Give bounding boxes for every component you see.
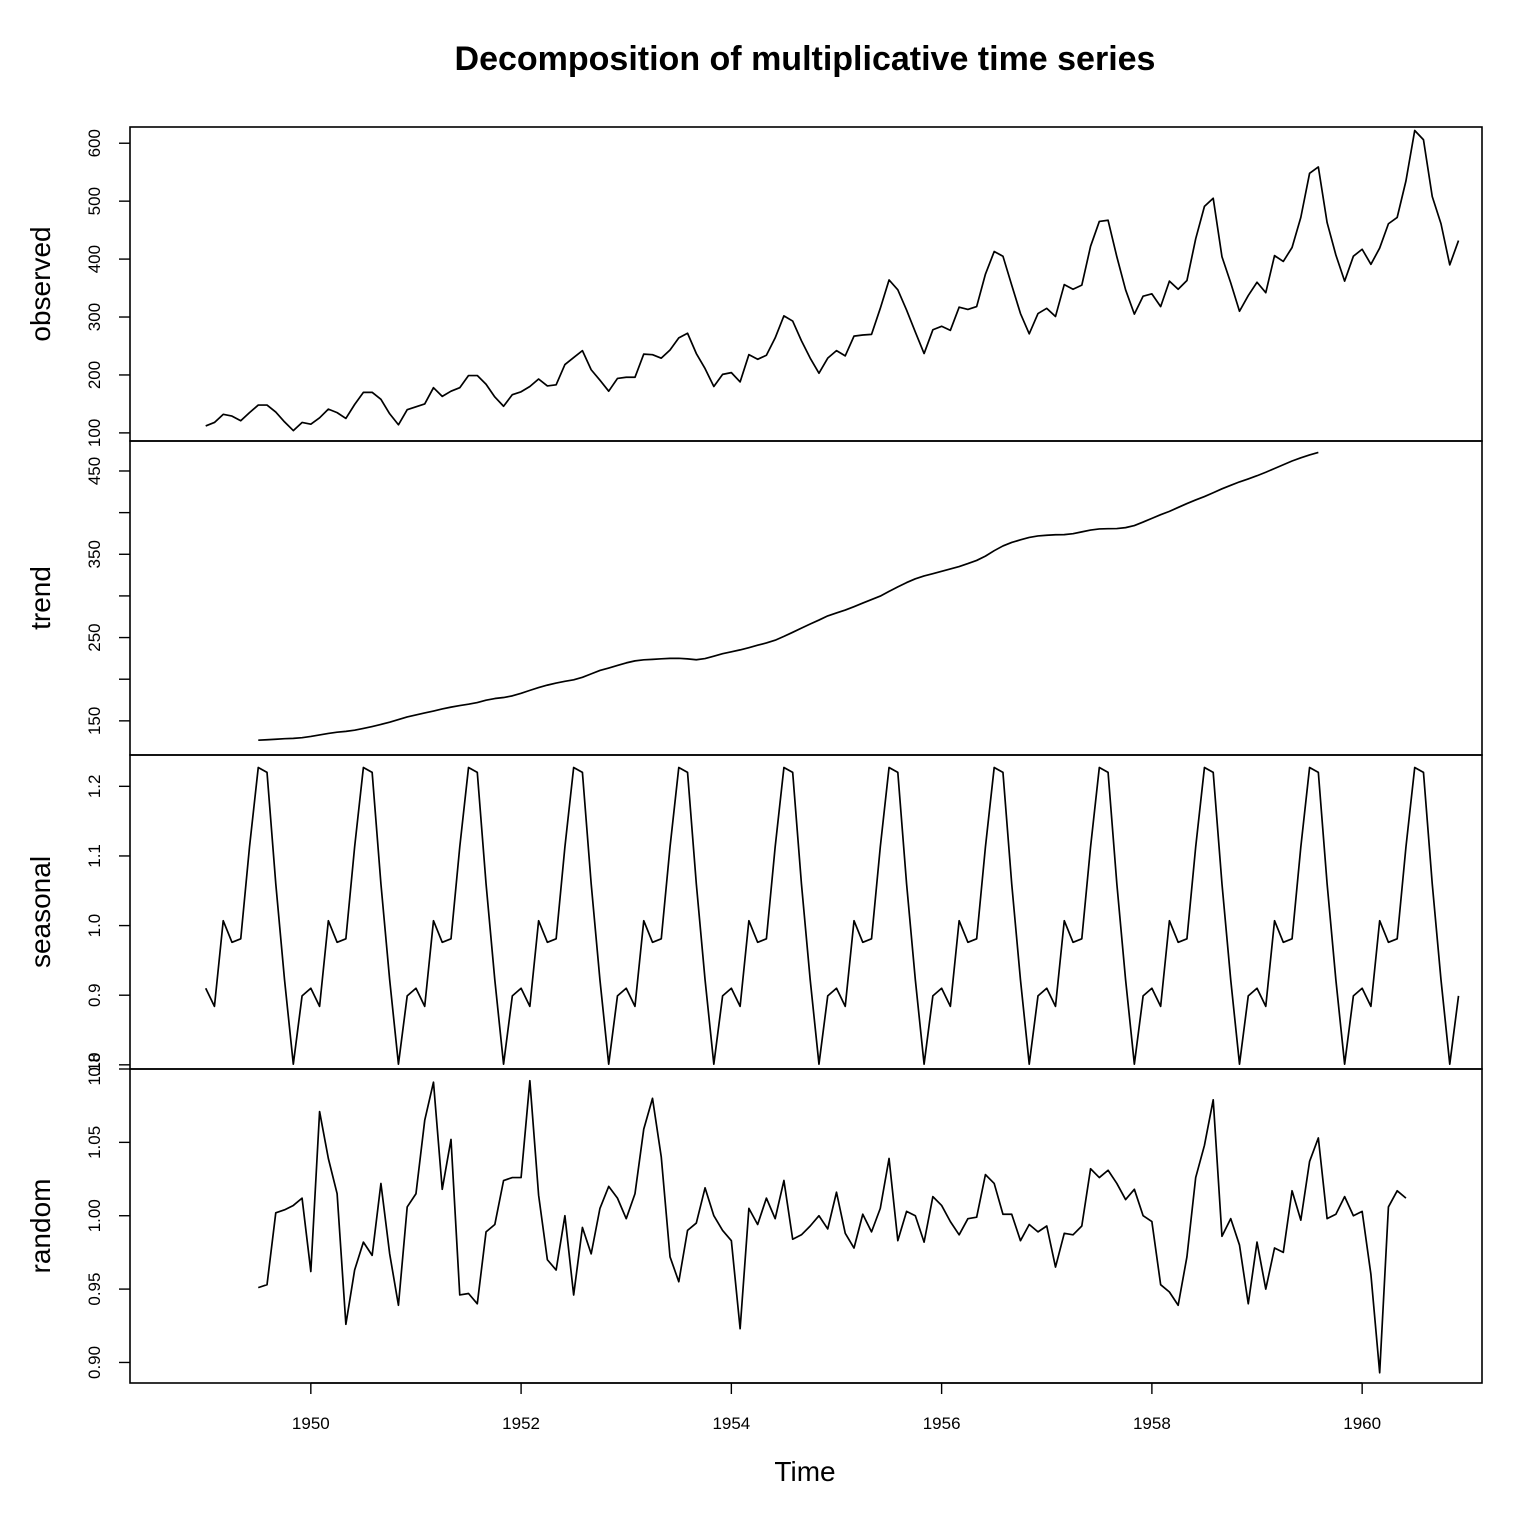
x-tick-label: 1958 [1133,1414,1171,1433]
y-axis-label: seasonal [25,856,56,968]
y-tick-label: 150 [85,707,104,735]
panel-frame [129,754,1483,1070]
chart-title: Decomposition of multiplicative time ser… [455,40,1156,78]
y-axis-label: trend [25,566,56,630]
y-tick-label: 1.10 [85,1052,104,1085]
panel-seasonal: seasonal 0.8 0.9 1.0 1.1 1.2 [25,754,1483,1077]
panel-frame [129,126,1483,442]
x-axis: 1950 1952 1954 1956 1958 1960 [292,1382,1381,1433]
y-tick-label: 450 [85,457,104,485]
y-tick-label: 0.9 [85,983,104,1007]
panel-trend: trend 150 250 350 450 [25,440,1483,756]
y-tick-label: 350 [85,540,104,568]
y-tick-label: 200 [85,361,104,389]
panel-frame [129,1068,1483,1384]
y-tick-label: 0.95 [85,1273,104,1306]
x-tick-label: 1954 [712,1414,750,1433]
panel-frame [129,440,1483,756]
x-tick-label: 1956 [923,1414,961,1433]
series-line-random [257,1079,1407,1374]
panel-observed: observed 100 200 300 400 500 600 [25,126,1483,447]
x-tick-label: 1952 [502,1414,540,1433]
y-tick-label: 500 [85,187,104,215]
y-tick-label: 1.0 [85,914,104,938]
y-axis-label: observed [25,226,56,341]
y-axis-label: random [25,1179,56,1274]
series-line-seasonal [204,766,1460,1065]
y-tick-label: 100 [85,419,104,447]
x-tick-label: 1950 [292,1414,330,1433]
panel-random: random 0.90 0.95 1.00 1.05 1.10 [25,1052,1483,1384]
y-tick-label: 300 [85,303,104,331]
x-tick-label: 1960 [1343,1414,1381,1433]
y-tick-label: 1.2 [85,775,104,799]
y-tick-label: 0.8 [85,1053,104,1077]
x-axis-label: Time [774,1456,835,1487]
series-line-observed [205,129,1460,432]
series-line-trend [258,451,1319,742]
panels: observed 100 200 300 400 500 600 trend 150 250 350… [25,126,1483,1384]
y-tick-label: 1.05 [85,1126,104,1159]
y-tick-label: 400 [85,245,104,273]
y-tick-label: 0.90 [85,1346,104,1379]
y-tick-label: 600 [85,129,104,157]
y-tick-label: 250 [85,623,104,651]
y-tick-label: 1.1 [85,844,104,868]
y-tick-label: 1.00 [85,1199,104,1232]
